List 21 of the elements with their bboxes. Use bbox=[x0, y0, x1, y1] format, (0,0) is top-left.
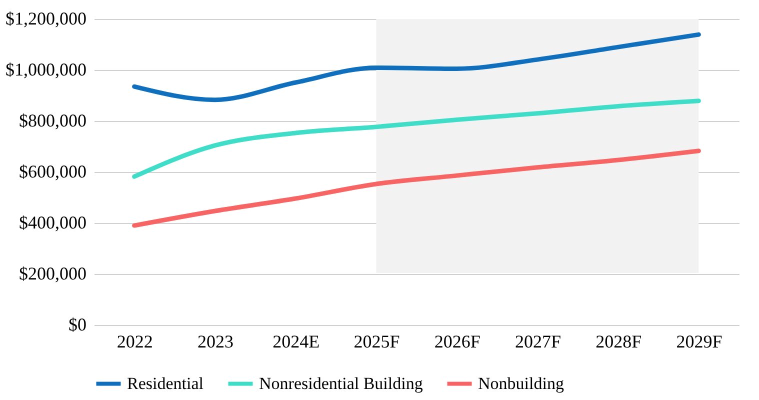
y-tick-label: $1,000,000 bbox=[6, 60, 86, 80]
legend-label: Nonbuilding bbox=[478, 374, 564, 393]
line-series bbox=[132, 32, 701, 102]
y-tick-label: $1,200,000 bbox=[6, 8, 86, 28]
x-tick-label: 2022 bbox=[116, 332, 153, 352]
legend-label: Residential bbox=[127, 374, 204, 393]
x-tick-label: 2025F bbox=[354, 332, 400, 352]
y-tick-label: $600,000 bbox=[19, 162, 86, 182]
y-tick-label: $400,000 bbox=[19, 212, 86, 232]
x-tick-label: 2029F bbox=[676, 332, 722, 352]
x-tick-label: 2027F bbox=[514, 332, 561, 352]
line-series bbox=[132, 148, 701, 228]
x-tick-label: 2028F bbox=[596, 332, 642, 352]
y-tick-label: $800,000 bbox=[19, 110, 86, 130]
legend-label: Nonresidential Building bbox=[259, 374, 424, 393]
y-tick-label: $200,000 bbox=[19, 264, 86, 284]
x-tick-label: 2024E bbox=[272, 332, 320, 352]
line-series bbox=[132, 98, 701, 179]
x-tick-label: 2026F bbox=[434, 332, 480, 352]
x-tick-label: 2023 bbox=[197, 332, 234, 352]
y-tick-label: $0 bbox=[68, 314, 86, 334]
